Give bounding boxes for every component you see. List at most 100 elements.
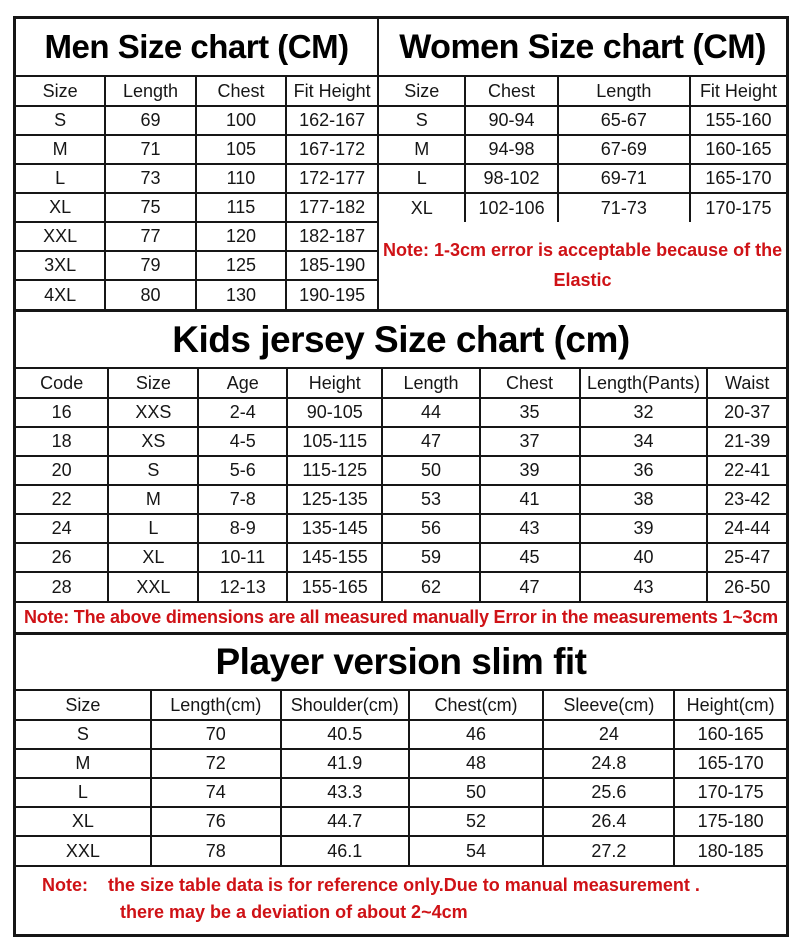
table-cell: 20: [14, 455, 110, 486]
table-cell: 32: [578, 397, 709, 428]
table-row: XL 102-106 71-73 170-175: [378, 192, 787, 223]
player-size-table: Size Length(cm) Shoulder(cm) Chest(cm) Sleev…: [15, 690, 787, 866]
column-header: Height(cm): [673, 690, 787, 721]
table-cell: 162-167: [285, 105, 379, 136]
table-row: XL 75 115 177-182: [14, 192, 379, 223]
table-cell: XXS: [107, 397, 200, 428]
table-row: 28 XXL 12-13 155-165 62 47 43 26-50: [14, 571, 787, 602]
table-cell: 190-195: [285, 279, 379, 310]
table-cell: 25-47: [706, 542, 787, 573]
table-cell: 185-190: [285, 250, 379, 281]
table-cell: 155-165: [286, 571, 384, 602]
table-cell: 27.2: [542, 835, 676, 866]
table-cell: 45: [478, 542, 581, 573]
table-cell: 105-115: [286, 426, 384, 457]
table-cell: 59: [381, 542, 481, 573]
column-header: Sleeve(cm): [542, 690, 676, 721]
column-header: Chest: [194, 76, 288, 107]
table-cell: L: [15, 777, 152, 808]
table-cell: XXL: [14, 221, 107, 252]
men-chart-title: Men Size chart (CM): [16, 19, 378, 77]
men-size-chart: Men Size chart (CM) Size Length Chest Fit H…: [14, 19, 379, 310]
table-cell: 52: [407, 806, 545, 837]
table-cell: 44: [381, 397, 481, 428]
table-cell: 20-37: [706, 397, 787, 428]
column-header: Chest(cm): [407, 690, 545, 721]
table-cell: 8-9: [197, 513, 289, 544]
column-header: Length(Pants): [578, 368, 709, 399]
table-cell: M: [107, 484, 200, 515]
table-cell: 79: [104, 250, 197, 281]
table-cell: L: [107, 513, 200, 544]
column-header: Fit Height: [285, 76, 379, 107]
table-cell: 80: [104, 279, 197, 310]
table-cell: 70: [149, 719, 282, 750]
table-cell: 41: [478, 484, 581, 515]
table-cell: L: [14, 163, 107, 194]
table-cell: 54: [407, 835, 545, 866]
table-cell: 98-102: [464, 163, 559, 194]
table-cell: 73: [104, 163, 197, 194]
table-row: S 69 100 162-167: [14, 105, 379, 136]
column-header: Length(cm): [149, 690, 282, 721]
column-header: Chest: [464, 76, 559, 107]
table-row: S 90-94 65-67 155-160: [378, 105, 787, 136]
table-cell: 170-175: [673, 777, 787, 808]
table-cell: S: [14, 105, 107, 136]
table-cell: 41.9: [279, 748, 410, 779]
women-note-line2: Elastic: [553, 270, 612, 290]
table-row: 24 L 8-9 135-145 56 43 39 24-44: [14, 513, 787, 544]
table-row: 3XL 79 125 185-190: [14, 250, 379, 281]
table-cell: 50: [381, 455, 481, 486]
table-cell: 46: [407, 719, 545, 750]
table-cell: 160-165: [673, 719, 787, 750]
table-cell: 24: [14, 513, 110, 544]
table-cell: L: [378, 163, 467, 194]
table-cell: 46.1: [279, 835, 410, 866]
table-cell: 76: [149, 806, 282, 837]
column-header: Chest: [478, 368, 581, 399]
table-row: XXL 78 46.1 54 27.2 180-185: [15, 835, 787, 866]
table-cell: 18: [14, 426, 110, 457]
table-cell: 37: [478, 426, 581, 457]
adult-size-section: Men Size chart (CM) Size Length Chest Fit H…: [14, 19, 787, 310]
table-cell: 39: [478, 455, 581, 486]
table-cell: 165-170: [688, 163, 787, 194]
table-cell: 120: [194, 221, 288, 252]
column-header: Code: [14, 368, 110, 399]
table-cell: 102-106: [464, 192, 559, 223]
table-cell: 5-6: [197, 455, 289, 486]
table-cell: 44.7: [279, 806, 410, 837]
table-cell: XL: [15, 806, 152, 837]
women-table-body: S 90-94 65-67 155-160 M 94-98 67-69 160-165 L 98-…: [378, 105, 787, 223]
table-cell: 26: [14, 542, 110, 573]
table-cell: 67-69: [556, 134, 691, 165]
table-cell: 3XL: [14, 250, 107, 281]
table-cell: 90-94: [464, 105, 559, 136]
table-cell: 47: [381, 426, 481, 457]
table-row: 4XL 80 130 190-195: [14, 279, 379, 310]
table-cell: 53: [381, 484, 481, 515]
table-cell: 172-177: [285, 163, 379, 194]
column-header: Length: [104, 76, 197, 107]
table-cell: 180-185: [673, 835, 787, 866]
men-table-body: S 69 100 162-167 M 71 105 167-172 L 73 110 172-177 X…: [14, 105, 379, 310]
table-cell: 26-50: [706, 571, 787, 602]
table-cell: 36: [578, 455, 709, 486]
table-cell: 155-160: [688, 105, 787, 136]
table-cell: S: [107, 455, 200, 486]
table-cell: 77: [104, 221, 197, 252]
table-row: L 73 110 172-177: [14, 163, 379, 194]
kids-chart-title: Kids jersey Size chart (cm): [16, 312, 786, 369]
player-reference-note: Note: the size table data is for referen…: [16, 865, 786, 934]
table-row: M 94-98 67-69 160-165: [378, 134, 787, 165]
table-row: L 74 43.3 50 25.6 170-175: [15, 777, 787, 808]
column-header: Fit Height: [688, 76, 787, 107]
table-cell: 43: [578, 571, 709, 602]
table-cell: 65-67: [556, 105, 691, 136]
table-cell: 7-8: [197, 484, 289, 515]
table-row: 18 XS 4-5 105-115 47 37 34 21-39: [14, 426, 787, 457]
women-chart-title: Women Size chart (CM): [379, 19, 786, 77]
kids-table-header-row: Code Size Age Height Length Chest Length(Pants…: [14, 368, 787, 399]
table-cell: 177-182: [285, 192, 379, 223]
